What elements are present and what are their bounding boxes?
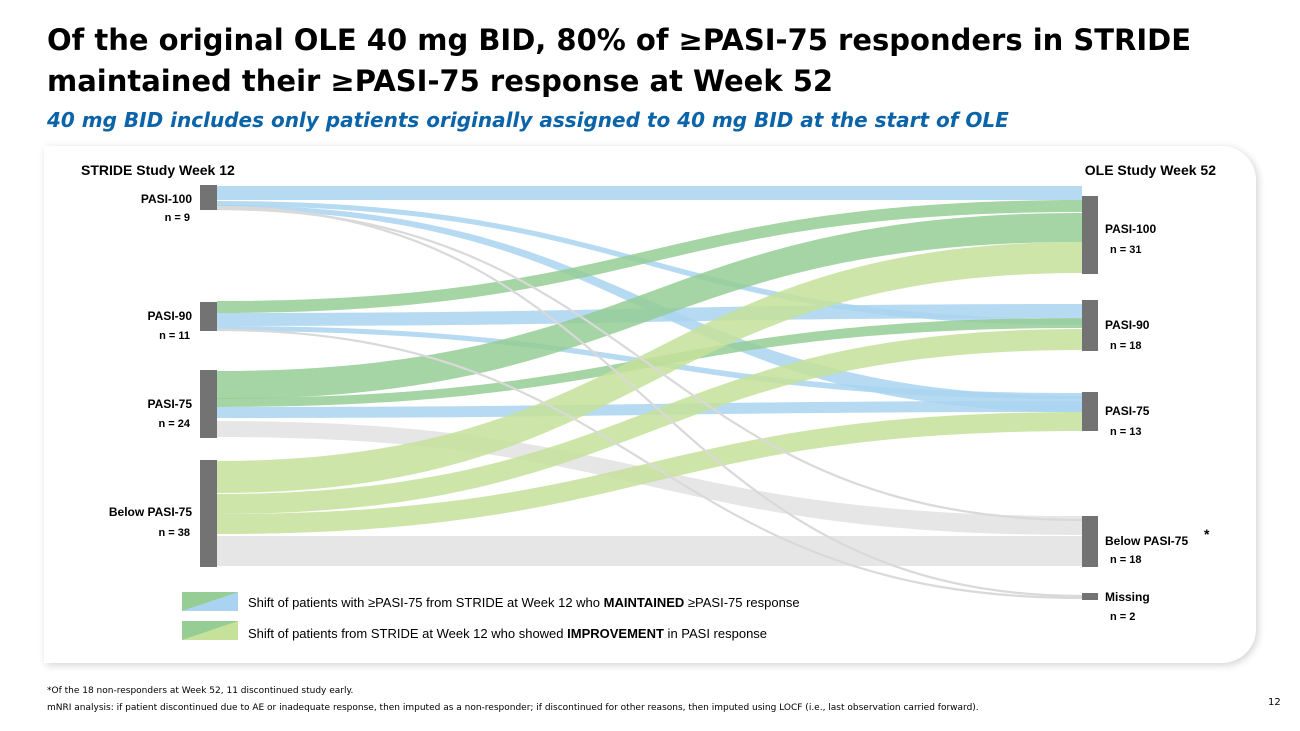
right-label-pasi90: PASI-90 [1105, 318, 1150, 332]
right-header: OLE Study Week 52 [1085, 162, 1216, 178]
left-label-pasi75: PASI-75 [148, 397, 193, 411]
right-node-below [1082, 516, 1098, 567]
flow-below-to-pasi75 [217, 412, 1082, 534]
flow-pasi100-to-missing [216, 205, 1083, 598]
right-count-below: n = 18 [1110, 554, 1142, 566]
flow-pasi90-to-pasi100 [217, 200, 1082, 313]
right-below-asterisk: * [1204, 526, 1210, 542]
right-label-below: Below PASI-75 [1105, 534, 1188, 548]
flow-pasi100-to-below [216, 207, 1083, 522]
page-title: Of the original OLE 40 mg BID, 80% of ≥P… [47, 23, 1192, 98]
legend-text-maintained: Shift of patients with ≥PASI-75 from STR… [248, 595, 800, 610]
flow-below-to-pasi100 [217, 242, 1082, 493]
right-count-pasi90: n = 18 [1110, 340, 1142, 352]
nodes-layer [200, 185, 1098, 600]
right-count-missing: n = 2 [1110, 611, 1135, 623]
right-node-pasi100 [1082, 196, 1098, 274]
legend: Shift of patients with ≥PASI-75 from STR… [182, 592, 800, 641]
flow-pasi75-to-pasi75 [217, 401, 1082, 418]
legend-text-improvement: Shift of patients from STRIDE at Week 12… [248, 626, 767, 641]
right-label-pasi75: PASI-75 [1105, 404, 1150, 418]
page-subtitle: 40 mg BID includes only patients origina… [47, 108, 1009, 132]
left-node-pasi75 [200, 370, 217, 438]
left-count-pasi90: n = 11 [159, 330, 190, 342]
legend-swatch-improvement [182, 621, 238, 640]
left-label-below: Below PASI-75 [109, 505, 192, 519]
right-count-pasi75: n = 13 [1110, 426, 1142, 438]
left-count-pasi100: n = 9 [165, 212, 190, 224]
right-node-missing [1082, 593, 1098, 600]
right-label-missing: Missing [1105, 590, 1150, 604]
right-node-pasi90 [1082, 300, 1098, 351]
flow-pasi75-to-pasi100 [217, 213, 1082, 399]
flow-below-to-pasi90 [217, 329, 1082, 514]
left-node-pasi100 [200, 185, 217, 210]
flow-pasi100-to-pasi90 [217, 201, 1082, 325]
page-number: 12 [1268, 697, 1281, 708]
left-label-pasi100: PASI-100 [141, 192, 192, 206]
footnote-discontinued: *Of the 18 non-responders at Week 52, 11… [47, 686, 354, 696]
left-count-below: n = 38 [159, 527, 191, 539]
flows-layer [216, 186, 1083, 600]
right-count-pasi100: n = 31 [1110, 244, 1142, 256]
left-node-below [200, 460, 217, 567]
left-header: STRIDE Study Week 12 [81, 162, 235, 178]
flow-below-to-below [217, 536, 1082, 566]
flow-pasi100-to-pasi100 [217, 186, 1082, 200]
right-label-pasi100: PASI-100 [1105, 222, 1156, 236]
left-label-pasi90: PASI-90 [148, 309, 193, 323]
left-count-pasi75: n = 24 [159, 418, 191, 430]
left-node-pasi90 [200, 302, 217, 331]
footnote-mnri: mNRI analysis: if patient discontinued d… [47, 703, 979, 713]
flow-pasi90-to-missing [216, 328, 1083, 600]
right-node-pasi75 [1082, 392, 1098, 431]
legend-swatch-maintained [182, 592, 238, 611]
